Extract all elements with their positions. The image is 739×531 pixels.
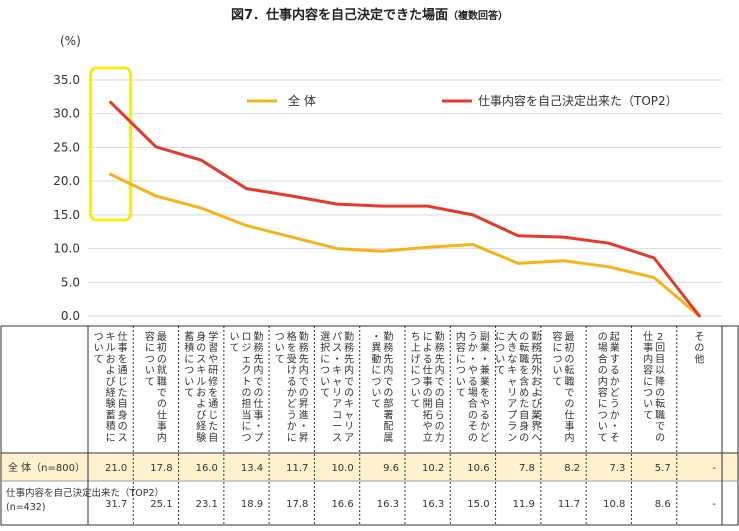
category-label: 勤務先内での仕事・プロジェクトの担当について — [230, 330, 264, 444]
row-label-top2-n: (n=432) — [6, 502, 46, 513]
y-tick-label: 5.0 — [61, 275, 80, 289]
y-tick-label: 25.0 — [53, 140, 80, 154]
table-value: 10.8 — [603, 499, 625, 510]
legend-label-all: 全 体 — [288, 93, 316, 108]
y-tick-label: 15.0 — [53, 208, 80, 222]
table-value: 13.4 — [241, 463, 263, 474]
category-label: 副業・兼業をやるかどうか・やる場合のその内容について — [456, 330, 490, 444]
table-value: 16.3 — [377, 499, 399, 510]
table-value: 16.0 — [196, 463, 218, 474]
legend-label-top2: 仕事内容を自己決定出来た（TOP2） — [478, 93, 678, 108]
category-label: 勤務先内でのキャリアパス・キャリアコース選択について — [320, 330, 354, 444]
y-tick-label: 0.0 — [61, 309, 80, 323]
table-value: - — [712, 463, 716, 474]
category-label: 起業するかどうか・その場合の内容について — [598, 331, 620, 444]
row-label-top2: 仕事内容を自己決定出来た（TOP2） — [6, 487, 164, 499]
y-tick-label: 35.0 — [53, 73, 80, 87]
table-value: - — [712, 499, 716, 510]
category-label: 仕事を通じた自身のスキルおよび経験蓄積について — [94, 330, 128, 444]
category-label: 最初の就職での仕事内容について — [145, 330, 167, 444]
category-label: 勤務先内での部署配属・異動について — [371, 330, 393, 444]
chart-title-text: 図7．仕事内容を自己決定できた場面 — [230, 8, 449, 23]
table-value: 11.9 — [513, 499, 535, 510]
table-value: 8.2 — [564, 463, 580, 474]
table-value: 31.7 — [105, 499, 127, 510]
table-value: 17.8 — [286, 499, 308, 510]
table-value: 15.0 — [467, 499, 489, 510]
category-label: 2 回目以降の転職での仕事内容について — [643, 330, 665, 444]
table-value: 11.7 — [286, 463, 308, 474]
chart-subtitle: （複数回答） — [448, 11, 509, 22]
table-value: 10.6 — [467, 463, 489, 474]
table-value: 7.3 — [610, 463, 626, 474]
table-value: 10.2 — [422, 463, 444, 474]
table-value: 11.7 — [558, 499, 580, 510]
table-value: 18.9 — [241, 499, 263, 510]
table-value: 5.7 — [655, 463, 671, 474]
series-line-1 — [109, 172, 701, 318]
table-value: 23.1 — [196, 499, 218, 510]
category-label: 勤務先内での昇進・昇格を受けるかどうかについて — [275, 330, 309, 444]
category-label: 学習や研修を通じた自身のスキルおよび経験蓄積について — [184, 330, 218, 444]
y-tick-label: 30.0 — [53, 107, 80, 121]
y-tick-label: 10.0 — [53, 242, 80, 256]
table-value: 17.8 — [150, 463, 172, 474]
category-label: 最初の転職での仕事内容について — [553, 330, 575, 444]
y-unit-label: (%) — [60, 34, 81, 48]
table-value: 8.6 — [655, 499, 671, 510]
table-value: 7.8 — [519, 463, 535, 474]
row-label-all: 全 体（n=800） — [8, 461, 85, 474]
table-value: 16.6 — [331, 499, 353, 510]
category-label: その他 — [694, 331, 704, 365]
table-band-row1 — [0, 453, 739, 481]
table-value: 9.6 — [383, 463, 399, 474]
table-value: 10.0 — [331, 463, 353, 474]
table-frame — [0, 325, 739, 526]
table-value: 21.0 — [105, 463, 127, 474]
table-value: 25.1 — [150, 499, 172, 510]
chart-title: 図7．仕事内容を自己決定できた場面（複数回答） — [0, 4, 739, 23]
category-label: 勤務先外および業界への転職を含めた自身の大きなキャリアプランについて — [495, 330, 541, 444]
category-label: 勤務先内での自らの力による仕事の開拓や立ち上げについて — [411, 330, 445, 444]
series-line-2 — [109, 100, 701, 318]
y-tick-label: 20.0 — [53, 174, 80, 188]
table-value: 16.3 — [422, 499, 444, 510]
highlight-box — [89, 66, 133, 222]
